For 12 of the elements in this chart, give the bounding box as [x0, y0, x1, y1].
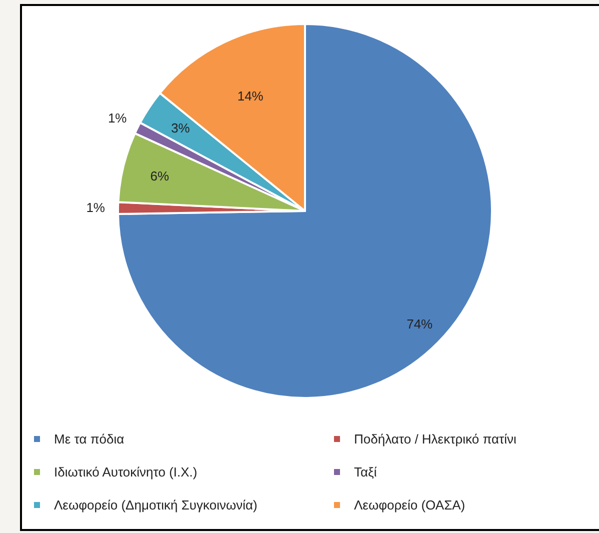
legend-label: Ιδιωτικό Αυτοκίνητο (Ι.Χ.) [54, 464, 198, 480]
legend-label: Λεωφορείο (ΟΑΣΑ) [354, 498, 466, 513]
data-label: 6% [150, 168, 170, 184]
data-label: 14% [237, 88, 264, 104]
legend-label: Ποδήλατο / Ηλεκτρικό πατίνι [354, 432, 517, 447]
data-label: 3% [171, 120, 190, 136]
legend-label: Με τα πόδια [54, 432, 125, 447]
legend-label: Λεωφορείο (Δημοτική Συγκοινωνία) [54, 498, 258, 513]
data-label: 74% [406, 316, 434, 332]
data-label: 1% [86, 200, 106, 216]
data-label: 1% [108, 110, 128, 126]
legend-label: Ταξί [354, 464, 377, 480]
